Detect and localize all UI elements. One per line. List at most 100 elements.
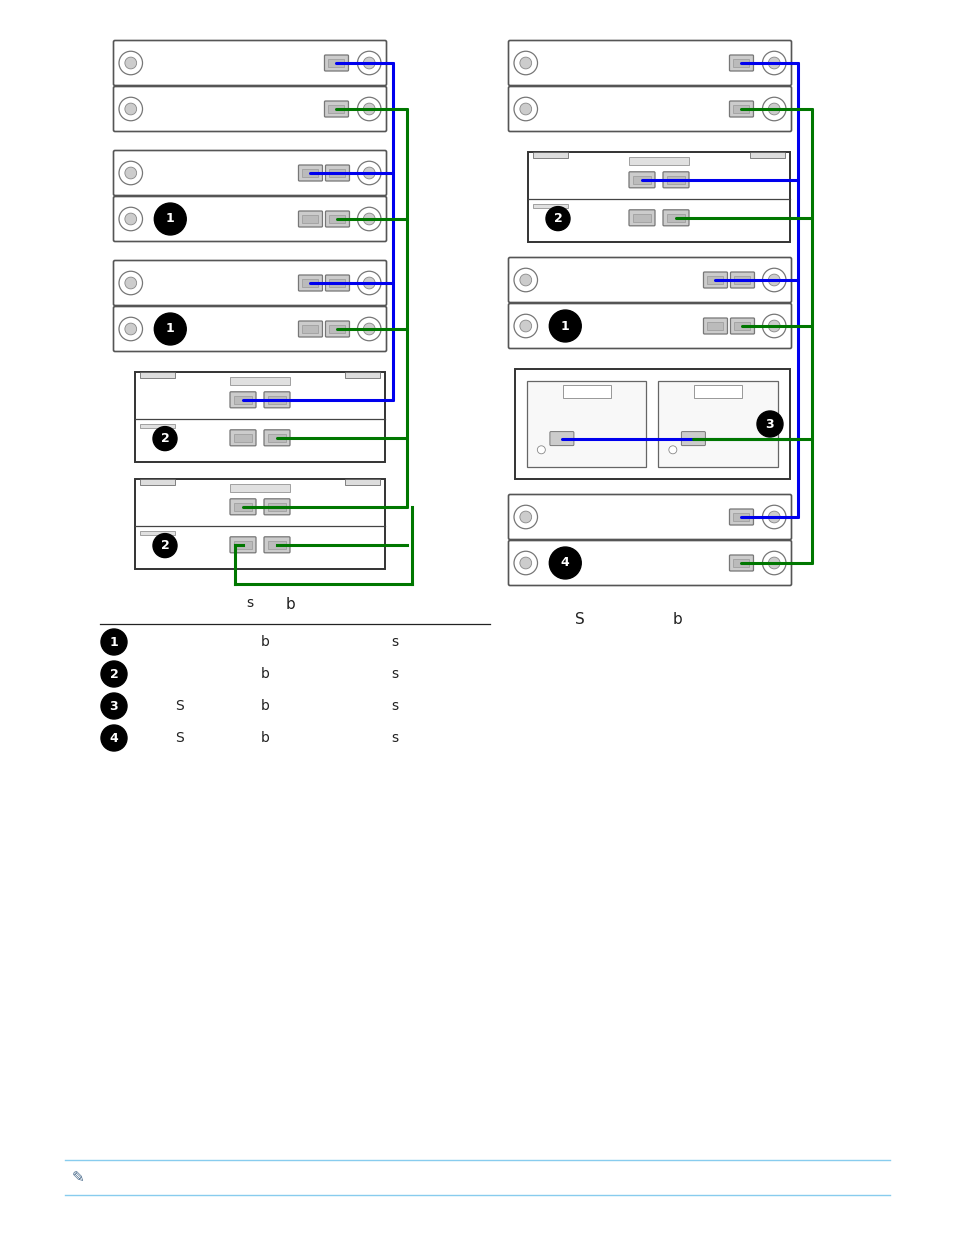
Bar: [749, 152, 784, 158]
FancyBboxPatch shape: [508, 494, 791, 540]
Circle shape: [514, 98, 537, 121]
Bar: [707, 275, 722, 284]
Bar: [233, 541, 252, 548]
Bar: [135, 479, 385, 569]
FancyBboxPatch shape: [730, 272, 754, 288]
Circle shape: [101, 661, 127, 687]
Bar: [734, 275, 750, 284]
Circle shape: [767, 511, 780, 522]
FancyBboxPatch shape: [628, 210, 655, 226]
Circle shape: [125, 214, 136, 225]
Circle shape: [363, 214, 375, 225]
Circle shape: [125, 57, 136, 69]
FancyBboxPatch shape: [662, 210, 688, 226]
FancyBboxPatch shape: [628, 172, 655, 188]
Bar: [345, 479, 379, 485]
Circle shape: [514, 314, 537, 337]
Text: b: b: [260, 731, 269, 745]
Circle shape: [514, 51, 537, 75]
FancyBboxPatch shape: [508, 86, 791, 131]
Circle shape: [101, 693, 127, 719]
Bar: [527, 152, 789, 242]
Bar: [666, 175, 684, 184]
Bar: [140, 531, 174, 535]
FancyBboxPatch shape: [324, 56, 348, 70]
FancyBboxPatch shape: [508, 304, 791, 348]
FancyBboxPatch shape: [113, 86, 386, 131]
Bar: [734, 322, 750, 330]
Circle shape: [767, 57, 780, 69]
Text: S: S: [175, 699, 184, 713]
FancyBboxPatch shape: [729, 555, 753, 571]
Circle shape: [363, 167, 375, 179]
Circle shape: [119, 162, 142, 185]
Circle shape: [152, 534, 177, 557]
Circle shape: [357, 317, 380, 341]
Bar: [302, 279, 318, 287]
Circle shape: [154, 203, 186, 235]
Bar: [733, 513, 749, 521]
Bar: [329, 169, 345, 177]
Circle shape: [152, 426, 177, 451]
Circle shape: [357, 272, 380, 295]
Circle shape: [363, 57, 375, 69]
Bar: [268, 433, 286, 442]
Circle shape: [761, 551, 785, 574]
Text: s: s: [391, 699, 398, 713]
FancyBboxPatch shape: [298, 275, 322, 291]
Bar: [533, 152, 567, 158]
FancyBboxPatch shape: [298, 211, 322, 227]
Text: 4: 4: [560, 557, 569, 569]
Circle shape: [549, 310, 580, 342]
FancyBboxPatch shape: [508, 41, 791, 85]
Bar: [526, 382, 646, 467]
Circle shape: [119, 317, 142, 341]
FancyBboxPatch shape: [662, 172, 688, 188]
Circle shape: [761, 505, 785, 529]
Circle shape: [767, 274, 780, 285]
Bar: [302, 169, 318, 177]
FancyBboxPatch shape: [113, 306, 386, 352]
Bar: [233, 395, 252, 404]
Text: ✎: ✎: [71, 1170, 85, 1186]
Bar: [302, 215, 318, 224]
Circle shape: [514, 551, 537, 574]
FancyBboxPatch shape: [298, 165, 322, 182]
Bar: [230, 377, 290, 385]
FancyBboxPatch shape: [730, 317, 754, 333]
Bar: [329, 279, 345, 287]
Circle shape: [549, 547, 580, 579]
Bar: [140, 372, 174, 378]
Bar: [233, 433, 252, 442]
FancyBboxPatch shape: [325, 211, 349, 227]
Bar: [562, 385, 610, 398]
Circle shape: [119, 272, 142, 295]
Bar: [268, 503, 286, 511]
FancyBboxPatch shape: [264, 391, 290, 408]
Circle shape: [537, 446, 545, 453]
Bar: [268, 541, 286, 548]
Circle shape: [357, 207, 380, 231]
Circle shape: [363, 324, 375, 335]
Bar: [633, 214, 650, 222]
FancyBboxPatch shape: [702, 272, 727, 288]
Circle shape: [363, 103, 375, 115]
FancyBboxPatch shape: [702, 317, 727, 333]
Circle shape: [761, 98, 785, 121]
Bar: [268, 395, 286, 404]
FancyBboxPatch shape: [325, 321, 349, 337]
Text: b: b: [260, 635, 269, 650]
Bar: [666, 214, 684, 222]
Circle shape: [519, 511, 531, 522]
Bar: [328, 59, 344, 67]
Bar: [733, 105, 749, 112]
Text: 2: 2: [553, 212, 561, 225]
FancyBboxPatch shape: [113, 151, 386, 195]
Text: s: s: [246, 597, 253, 610]
Bar: [628, 157, 688, 165]
Bar: [515, 369, 789, 479]
Circle shape: [767, 103, 780, 115]
Circle shape: [357, 51, 380, 75]
FancyBboxPatch shape: [230, 537, 255, 553]
Bar: [658, 382, 778, 467]
